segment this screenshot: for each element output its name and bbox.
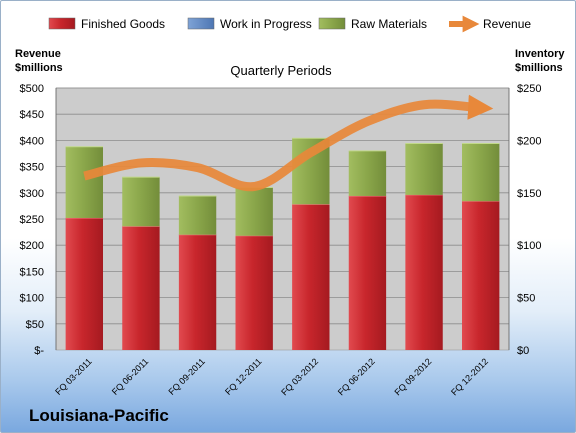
legend-work-in-progress: Work in Progress	[187, 17, 312, 31]
category-label: FQ 09-2011	[166, 356, 207, 397]
legend-raw-materials-swatch	[318, 17, 346, 30]
bar-finished-goods	[65, 217, 103, 350]
bar-raw-materials	[462, 143, 500, 202]
category-label: FQ 12-2012	[449, 356, 490, 397]
left-tick-label: $250	[20, 214, 44, 226]
legend-revenue: Revenue	[449, 15, 531, 33]
left-tick-label: $150	[20, 266, 44, 278]
legend-raw-materials-label: Raw Materials	[351, 17, 427, 31]
left-tick-label: $50	[26, 319, 44, 331]
category-label: FQ 12-2011	[223, 356, 264, 397]
left-axis-label-line1: Revenue	[15, 48, 61, 60]
bar-finished-goods	[348, 195, 387, 350]
right-axis-label-line1: Inventory	[515, 48, 565, 60]
category-label: FQ 09-2012	[392, 356, 433, 397]
category-label: FQ 06-2011	[110, 356, 151, 397]
right-tick-label: $100	[517, 240, 541, 252]
bar-finished-goods	[122, 226, 160, 350]
plot-area: $- $50 $100 $150 $200 $250 $300 $350 $400 $450 $50…	[20, 83, 542, 397]
bar-finished-goods	[405, 194, 443, 350]
right-tick-label: $250	[517, 83, 541, 95]
bar-finished-goods	[462, 201, 500, 350]
legend-finished-goods-swatch	[48, 17, 76, 30]
right-tick-label: $50	[517, 293, 535, 305]
bar-raw-materials	[122, 177, 160, 227]
left-tick-label: $350	[20, 162, 44, 174]
bar-finished-goods	[235, 235, 273, 350]
left-tick-label: $100	[20, 293, 44, 305]
legend-work-in-progress-label: Work in Progress	[220, 17, 312, 31]
category-label: FQ 06-2012	[336, 356, 377, 397]
company-name: Louisiana-Pacific	[29, 406, 169, 425]
left-tick-label: $400	[20, 135, 44, 147]
legend-work-in-progress-swatch	[187, 17, 215, 30]
bar-raw-materials	[178, 195, 217, 235]
chart-title: Quarterly Periods	[230, 63, 332, 78]
bar-finished-goods	[178, 234, 217, 350]
chart-legend: Finished Goods Work in Progress Raw Materi…	[48, 15, 531, 33]
left-tick-label: $200	[20, 240, 44, 252]
bar-raw-materials	[65, 146, 103, 218]
right-axis-label-line2: $millions	[515, 62, 563, 74]
bar-finished-goods	[292, 204, 330, 350]
left-tick-label: $300	[20, 188, 44, 200]
left-tick-label: $500	[20, 83, 44, 95]
legend-revenue-label: Revenue	[483, 17, 531, 31]
bar-raw-materials	[235, 187, 273, 236]
category-label: FQ 03-2012	[279, 356, 320, 397]
bar-raw-materials	[348, 150, 387, 196]
legend-finished-goods: Finished Goods	[48, 17, 165, 31]
right-tick-label: $150	[517, 188, 541, 200]
category-label: FQ 03-2011	[53, 356, 94, 397]
bar-raw-materials	[405, 143, 443, 195]
left-tick-label: $-	[34, 345, 44, 357]
left-axis-label-line2: $millions	[15, 62, 63, 74]
legend-raw-materials: Raw Materials	[318, 17, 427, 31]
left-tick-label: $450	[20, 109, 44, 121]
revenue-line	[83, 94, 494, 192]
right-tick-label: $0	[517, 345, 529, 357]
legend-finished-goods-label: Finished Goods	[81, 17, 165, 31]
right-tick-label: $200	[517, 135, 541, 147]
